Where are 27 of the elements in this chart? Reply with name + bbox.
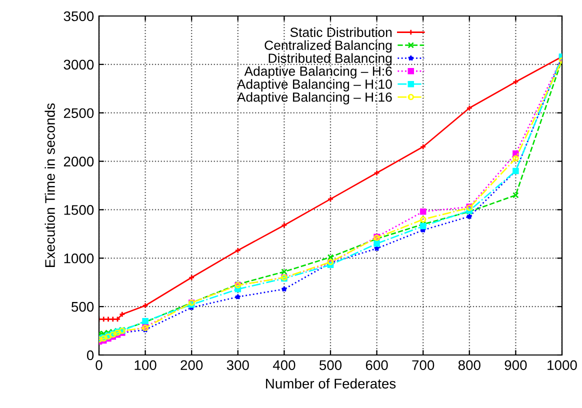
- y-tick-label: 2000: [64, 156, 94, 166]
- y-tick-label: 1000: [64, 253, 94, 264]
- x-tick-label: 600: [366, 360, 388, 370]
- legend-label: Adaptive Balancing – H:10: [236, 79, 392, 92]
- x-tick-label: 300: [226, 360, 249, 370]
- x-tick-label: 700: [412, 360, 434, 370]
- y-tick-label: 500: [72, 302, 94, 312]
- y-tick-label: 3500: [64, 11, 94, 22]
- x-tick-label: 400: [272, 360, 296, 370]
- x-tick-label: 200: [180, 360, 203, 370]
- y-tick-label: 0: [86, 350, 94, 360]
- legend-label: Adaptive Balancing – H:16: [236, 92, 392, 104]
- x-tick-label: 100: [134, 360, 156, 370]
- legend-label: Static Distribution: [290, 27, 392, 37]
- y-tick-label: 3000: [64, 60, 94, 70]
- y-tick-label: 1500: [64, 205, 94, 215]
- x-tick-label: 900: [504, 360, 527, 370]
- x-axis-title: Number of Federates: [266, 378, 396, 389]
- x-tick-label: 1000: [548, 360, 577, 370]
- x-tick-label: 0: [96, 360, 102, 370]
- legend-label: Distributed Balancing: [268, 53, 392, 66]
- x-tick-label: 500: [319, 360, 342, 370]
- x-tick-label: 800: [458, 360, 480, 370]
- legend-label: Adaptive Balancing – H:6: [244, 66, 392, 78]
- y-axis-title: Execution Time in seconds: [44, 103, 55, 267]
- legend-label: Centralized Balancing: [264, 40, 392, 53]
- y-tick-label: 2500: [64, 108, 94, 118]
